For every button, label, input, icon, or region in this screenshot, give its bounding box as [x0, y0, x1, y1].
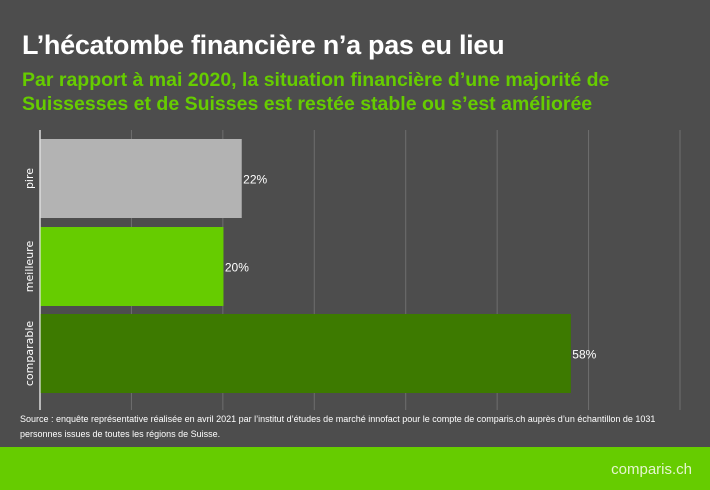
chart-title: L’hécatombe financière n’a pas eu lieu — [22, 30, 505, 60]
source-note: Source : enquête représentative réalisée… — [20, 414, 656, 439]
data-label: 58% — [572, 348, 596, 362]
category-label: meilleure — [23, 241, 36, 293]
bar-chart: 22% pire 20% meilleure 58% comparable — [23, 130, 681, 410]
data-label: 20% — [225, 261, 249, 275]
category-label: pire — [23, 168, 36, 189]
bar-meilleure — [40, 227, 224, 306]
category-label: comparable — [23, 321, 36, 387]
bar-comparable — [40, 314, 571, 393]
comparis-logo: comparis.ch — [611, 461, 692, 478]
chart-subtitle: Par rapport à mai 2020, la situation fin… — [22, 69, 610, 115]
footer-bar: comparis.ch — [0, 447, 710, 490]
data-label: 22% — [243, 173, 267, 187]
bar-pire — [40, 139, 242, 218]
